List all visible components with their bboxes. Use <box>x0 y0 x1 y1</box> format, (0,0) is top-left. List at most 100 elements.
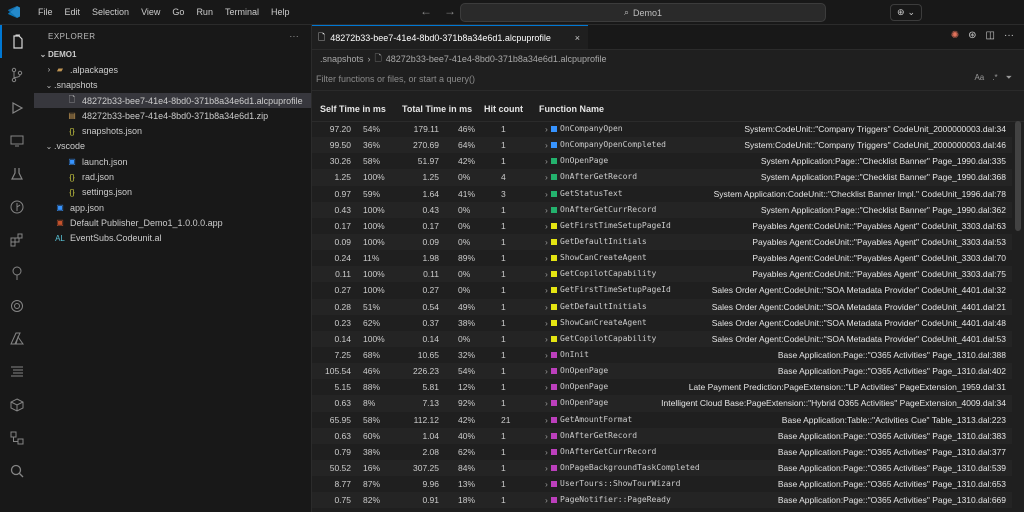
expand-chevron-icon[interactable]: › <box>545 269 548 280</box>
tree-item[interactable]: ▣ Default Publisher_Demo1_1.0.0.0.app <box>34 215 311 230</box>
tree-item[interactable]: › ▰ .alpackages <box>34 62 311 77</box>
tree-item[interactable]: ▤ 48272b33-bee7-41e4-8bd0-371b8a34e6d1.zi… <box>34 108 311 123</box>
table-row[interactable]: 0.28 51% 0.54 49% 1 › GetDefaultInitials Sales … <box>312 298 1012 315</box>
testing-icon[interactable] <box>0 157 34 190</box>
breadcrumb-folder[interactable]: .snapshots <box>320 54 364 64</box>
menu-go[interactable]: Go <box>172 7 185 17</box>
expand-chevron-icon[interactable]: › <box>545 124 548 134</box>
filter-input[interactable]: Filter functions or files, or start a qu… <box>312 68 1024 91</box>
extensions-icon[interactable] <box>0 223 34 256</box>
workspace-root[interactable]: ⌄ DEMO1 <box>34 47 311 62</box>
menu-edit[interactable]: Edit <box>64 7 81 17</box>
table-row[interactable]: 0.63 8% 7.13 92% 1 › OnOpenPage Intelligent Clo… <box>312 395 1012 412</box>
tree-icon[interactable] <box>0 256 34 289</box>
table-row[interactable]: 0.11 100% 0.11 0% 1 › GetCopilotCapability Paya… <box>312 266 1012 283</box>
table-row[interactable]: 0.27 100% 0.27 0% 1 › GetFirstTimeSetupPageId S… <box>312 282 1012 298</box>
table-row[interactable]: 0.97 59% 1.64 41% 3 › GetStatusText System Appl… <box>312 186 1012 202</box>
menu-selection[interactable]: Selection <box>92 7 130 17</box>
filter-icon[interactable]: ⏷ <box>1005 73 1012 82</box>
table-row[interactable]: 65.95 58% 112.12 42% 21 › GetAmountFormat Base … <box>312 412 1012 428</box>
expand-chevron-icon[interactable]: › <box>545 430 548 441</box>
table-row[interactable]: 8.77 87% 9.96 13% 1 › UserTours::ShowTourWizar… <box>312 476 1012 492</box>
split-editor-icon[interactable]: ◫ <box>985 30 995 41</box>
explorer-icon[interactable] <box>0 25 34 58</box>
table-row[interactable]: 30.26 58% 51.97 42% 1 › OnOpenPage System Appli… <box>312 153 1012 169</box>
expand-chevron-icon[interactable]: › <box>545 140 548 151</box>
tree-item[interactable]: ▣ app.json <box>34 200 311 215</box>
table-row[interactable]: 105.54 46% 226.23 54% 1 › OnOpenPage Base Appli… <box>312 363 1012 380</box>
menu-file[interactable]: File <box>38 7 53 17</box>
expand-chevron-icon[interactable]: › <box>545 253 548 264</box>
forward-arrow-icon[interactable]: → <box>444 4 456 18</box>
breadcrumb-file[interactable]: 48272b33-bee7-41e4-8bd0-371b8a34e6d1.alc… <box>385 54 607 64</box>
expand-chevron-icon[interactable]: › <box>545 349 548 360</box>
expand-chevron-icon[interactable]: › <box>545 236 548 247</box>
header-hit-count[interactable]: Hit count <box>484 104 523 114</box>
expand-chevron-icon[interactable]: › <box>545 495 548 506</box>
expand-chevron-icon[interactable]: › <box>545 414 548 425</box>
table-row[interactable]: 0.23 62% 0.37 38% 1 › ShowCanCreateAgent Sales … <box>312 315 1012 331</box>
table-row[interactable]: 5.15 88% 5.81 12% 1 › OnOpenPage Late Payment P… <box>312 379 1012 395</box>
menu-help[interactable]: Help <box>270 7 290 17</box>
expand-chevron-icon[interactable]: › <box>545 317 548 328</box>
table-row[interactable]: 50.52 16% 307.25 84% 1 › OnPageBackgroundTaskC… <box>312 459 1012 477</box>
package-icon[interactable] <box>0 388 34 421</box>
expand-chevron-icon[interactable]: › <box>545 446 548 457</box>
expand-chevron-icon[interactable]: › <box>545 398 548 409</box>
header-total-time[interactable]: Total Time in ms <box>402 104 473 114</box>
hierarchy-icon[interactable] <box>0 421 34 454</box>
back-arrow-icon[interactable]: ← <box>420 4 432 18</box>
table-row[interactable]: 0.09 100% 0.09 0% 1 › GetDefaultInitials Payabl… <box>312 233 1012 251</box>
openai-icon[interactable] <box>0 289 34 322</box>
table-row[interactable]: 7.25 68% 10.65 32% 1 › OnInit Base Application:… <box>312 347 1012 363</box>
run-debug-icon[interactable] <box>0 91 34 124</box>
expand-chevron-icon[interactable]: › <box>545 285 548 296</box>
table-row[interactable]: 0.24 11% 1.98 89% 1 › ShowCanCreateAgent Payabl… <box>312 250 1012 266</box>
expand-chevron-icon[interactable]: › <box>545 172 548 183</box>
azure-icon[interactable] <box>0 322 34 355</box>
table-row[interactable]: 0.43 100% 0.43 0% 1 › OnAfterGetCurrRecord Syst… <box>312 201 1012 218</box>
match-case-icon[interactable]: Aa <box>974 73 985 82</box>
expand-chevron-icon[interactable]: › <box>545 220 548 231</box>
header-function-name[interactable]: Function Name <box>539 104 605 114</box>
more-actions-icon[interactable]: ··· <box>289 31 299 41</box>
table-row[interactable]: 0.75 82% 0.91 18% 1 › PageNotifier::PageReady B… <box>312 492 1012 509</box>
flame-icon[interactable]: ✺ <box>950 30 960 41</box>
source-control-icon[interactable] <box>0 58 34 91</box>
table-row[interactable]: 1.25 100% 1.25 0% 4 › OnAfterGetRecord System A… <box>312 169 1012 186</box>
table-row[interactable]: 0.14 100% 0.14 0% 1 › GetCopilotCapability Sale… <box>312 330 1012 347</box>
more-actions-icon[interactable]: ··· <box>1004 30 1014 41</box>
tree-item[interactable]: ▣ launch.json <box>34 154 311 169</box>
tree-item[interactable]: AL EventSubs.Codeunit.al <box>34 231 311 246</box>
remote-explorer-icon[interactable] <box>0 124 34 157</box>
git-icon[interactable] <box>0 190 34 223</box>
expand-chevron-icon[interactable]: › <box>545 333 548 344</box>
expand-chevron-icon[interactable]: › <box>545 479 548 490</box>
command-center[interactable]: ⌕ Demo1 <box>460 3 826 22</box>
tree-item[interactable]: {} rad.json <box>34 169 311 184</box>
menu-terminal[interactable]: Terminal <box>224 7 259 17</box>
regex-icon[interactable]: .* <box>992 73 998 82</box>
outline-icon[interactable] <box>0 355 34 388</box>
expand-chevron-icon[interactable]: › <box>545 301 548 312</box>
scrollbar[interactable] <box>1015 121 1021 231</box>
copilot-button[interactable]: ⊕ ⌄ <box>890 4 922 21</box>
menu-run[interactable]: Run <box>196 7 213 17</box>
table-row[interactable]: 0.17 100% 0.17 0% 1 › GetFirstTimeSetupPageId P… <box>312 218 1012 234</box>
search-icon[interactable] <box>0 454 34 487</box>
expand-chevron-icon[interactable]: › <box>545 462 548 473</box>
tree-item[interactable]: 🗋 48272b33-bee7-41e4-8bd0-371b8a34e6d1.al… <box>34 92 311 109</box>
tree-item[interactable]: {} snapshots.json <box>34 123 311 138</box>
expand-chevron-icon[interactable]: › <box>545 204 548 215</box>
expand-chevron-icon[interactable]: › <box>545 156 548 167</box>
menu-view[interactable]: View <box>141 7 161 17</box>
table-row[interactable]: 97.20 54% 179.11 46% 1 › OnCompanyOpen System:C… <box>312 121 1012 137</box>
header-self-time[interactable]: Self Time in ms <box>320 104 386 114</box>
copilot-icon[interactable]: ⊛ <box>968 30 977 41</box>
tree-item[interactable]: ⌄ .vscode <box>34 139 311 154</box>
close-icon[interactable]: × <box>574 32 580 43</box>
table-row[interactable]: 99.50 36% 270.69 64% 1 › OnCompanyOpenComplete… <box>312 137 1012 154</box>
table-row[interactable]: 0.79 38% 2.08 62% 1 › OnAfterGetCurrRecord Base… <box>312 444 1012 460</box>
tab-profile[interactable]: 🗋 48272b33-bee7-41e4-8bd0-371b8a34e6d1.a… <box>312 25 588 49</box>
expand-chevron-icon[interactable]: › <box>545 382 548 393</box>
